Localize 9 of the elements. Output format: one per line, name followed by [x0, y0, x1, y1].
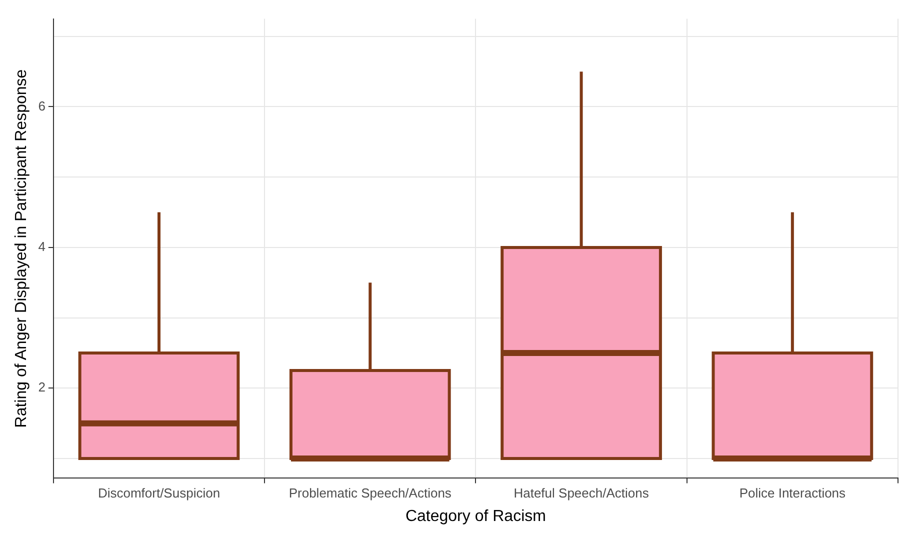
x-axis-title: Category of Racism [405, 508, 546, 525]
y-axis-title: Rating of Anger Displayed in Participant Response [13, 69, 30, 428]
x-tick-label: Police Interactions [739, 486, 846, 501]
y-tick-label: 4 [38, 239, 46, 254]
x-tick-label: Problematic Speech/Actions [288, 486, 452, 501]
x-tick-label: Discomfort/Suspicion [98, 486, 220, 501]
x-tick-label: Hateful Speech/Actions [514, 486, 650, 501]
y-tick-label: 2 [38, 380, 46, 395]
y-tick-label: 6 [38, 98, 46, 114]
